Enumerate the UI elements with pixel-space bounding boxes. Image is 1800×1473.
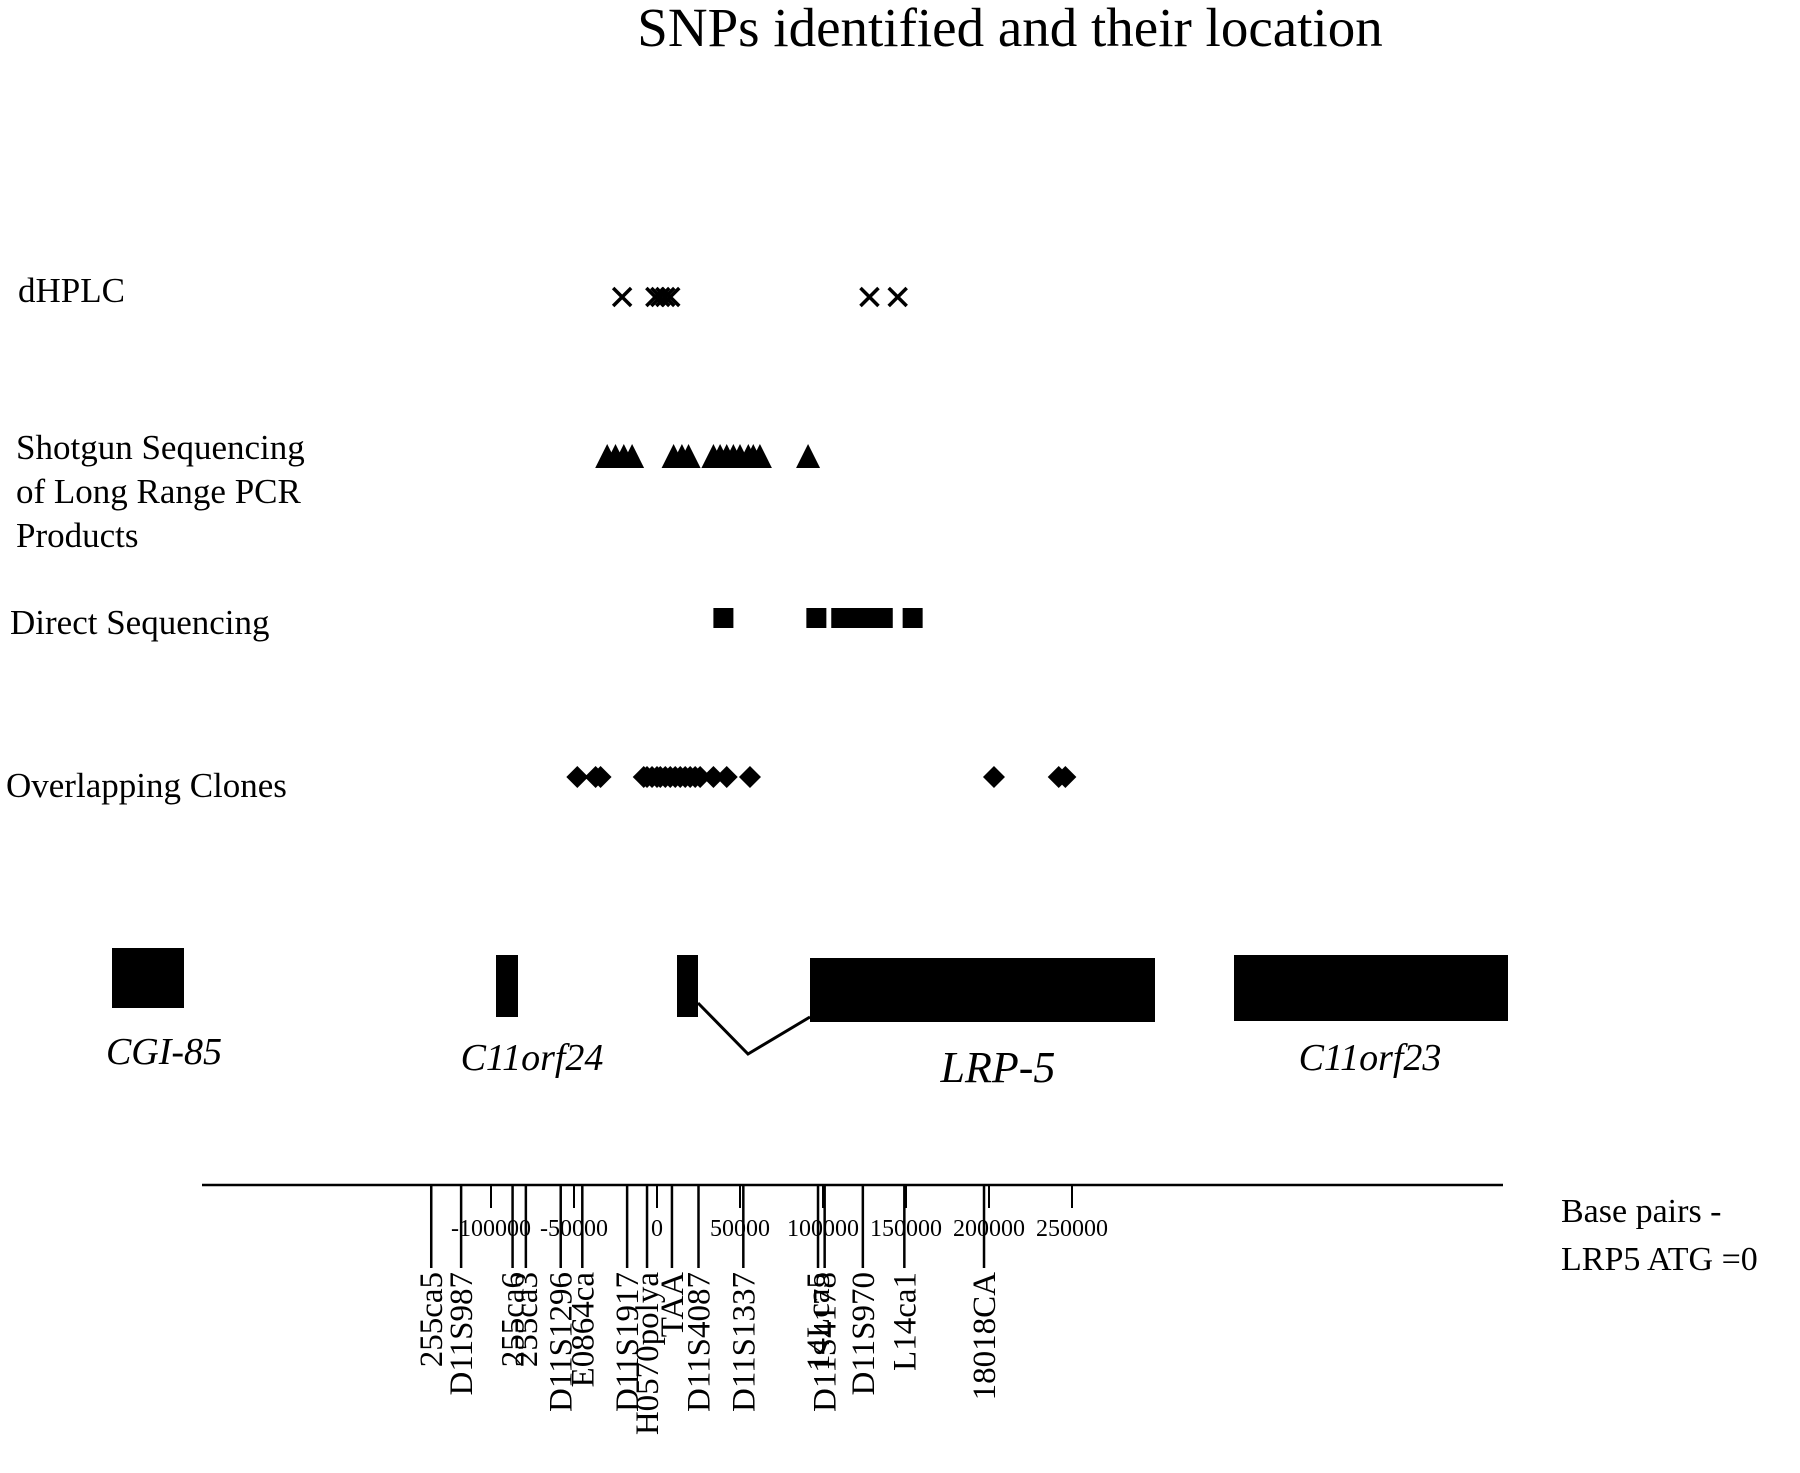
marker-label: D11S4178 [808,1272,844,1412]
marker-label: TAA [655,1272,691,1337]
snp-diamond-mark [1054,766,1077,788]
marker-label: D11S970 [846,1272,882,1395]
axis-title-line: Base pairs - [1561,1193,1722,1230]
marker-label: D11S4087 [682,1272,718,1412]
axis-tick-label: 200000 [953,1216,1025,1242]
snp-symbols [566,286,1077,788]
row-label-line: Overlapping Clones [6,766,287,805]
snp-triangle-mark [620,444,645,468]
snp-row-clones [566,766,1077,788]
axis-tick-label: 250000 [1036,1216,1108,1242]
marker-label: 255ca6 [496,1272,532,1367]
marker-label: D11S1917 [610,1272,646,1412]
row-label-direct: Direct Sequencing [10,603,270,642]
snp-triangle-mark [747,444,772,468]
snp-square-mark [806,608,827,628]
gene-box-c11orf24 [496,955,518,1017]
marker-label: D11S1337 [726,1272,762,1412]
figure-title: SNPs identified and their location [637,0,1382,58]
snp-diamond-mark [689,766,712,788]
row-label-line: Shotgun Sequencing [16,428,305,467]
row-label-line: Products [16,516,139,555]
row-label-line: Direct Sequencing [10,603,270,642]
axis-tick-label: 50000 [710,1216,770,1242]
gene-label-c11orf24: C11orf24 [461,1037,604,1079]
row-label-dhplc: dHPLC [18,271,125,310]
snp-x-mark [660,286,681,308]
base-pair-axis: -100000 -50000 0 50000 100000 150000 200000 250… [202,1183,1758,1435]
axis-ticks: -100000 -50000 0 50000 100000 150000 200000 250… [451,1185,1108,1242]
axis-title-line: LRP5 ATG =0 [1561,1241,1758,1278]
gene-label-c11orf23: C11orf23 [1299,1037,1442,1079]
gene-box-lrp-5 [810,958,1155,1022]
snp-row-direct [713,608,923,628]
axis-tick-label: 150000 [870,1216,942,1242]
snp-diamond-mark [982,766,1005,788]
row-label-clones: Overlapping Clones [6,766,287,805]
snp-diamond-mark [702,766,725,788]
snp-x-mark [859,286,880,308]
snp-square-mark [872,608,893,628]
snp-square-mark [856,608,877,628]
axis-tick-label: -100000 [451,1216,531,1242]
row-label-line: of Long Range PCR [16,472,302,511]
snp-square-mark [713,608,734,628]
marker-label: 255ca3 [509,1272,545,1367]
marker-label: 18018CA [967,1272,1003,1401]
snp-diamond-mark [738,766,761,788]
snp-diamond-mark [566,766,589,788]
snp-triangle-mark [796,444,821,468]
snp-triangle-mark [676,444,701,468]
gene-box-cgi-85 [112,948,184,1008]
snp-x-mark [611,286,633,308]
intron-connector [696,1001,811,1056]
marker-label: D11S987 [444,1272,480,1395]
snp-row-dhplc [611,286,908,308]
snp-diamond-mark [589,766,612,788]
marker-label: H0570polya [630,1272,666,1436]
gene-track: CGI-85 C11orf24 LRP-5 C11orf23 [106,948,1508,1092]
marker-label: E0864ca [565,1272,601,1388]
row-label-line: dHPLC [18,271,125,310]
marker-label: 255ca5 [414,1272,450,1367]
snp-square-mark [902,608,923,628]
row-label-shotgun: Shotgun Sequencing of Long Range PCR Pro… [16,428,305,555]
axis-tick-label: 100000 [787,1216,859,1242]
marker-label: D11S1296 [544,1272,580,1412]
marker-label: 14Lca5 [801,1272,837,1371]
axis-tick-label: -50000 [540,1216,608,1242]
lrp5-first-exon [677,955,698,1017]
snp-x-mark [887,286,908,308]
gene-label-cgi-85: CGI-85 [106,1031,222,1073]
snp-row-shotgun [595,444,821,468]
axis-tick-label: 0 [651,1216,663,1242]
snp-x-mark [655,286,676,308]
snp-diamond-mark [715,766,738,788]
marker-label: L14ca1 [887,1272,923,1371]
gene-label-lrp-5: LRP-5 [940,1043,1056,1092]
gene-box-c11orf23 [1234,955,1508,1021]
